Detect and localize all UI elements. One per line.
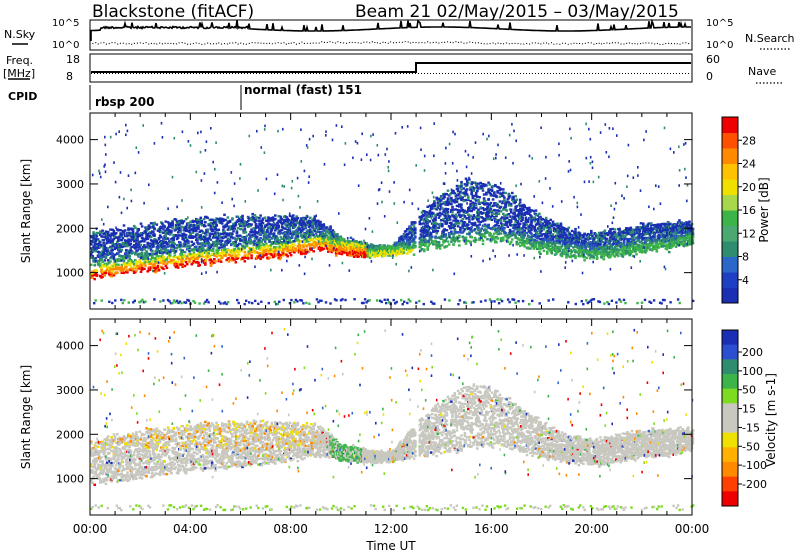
nsky-panel-frame bbox=[89, 19, 693, 51]
velocity-colorbar-segment-5 bbox=[722, 403, 738, 419]
nsky-label: N.Sky bbox=[4, 28, 36, 41]
freq-tick-low: 8 bbox=[66, 70, 73, 83]
power-colorbar-segment-6 bbox=[722, 194, 738, 211]
xtick-label-1: 04:00 bbox=[173, 522, 208, 536]
xtick-label-3: 12:00 bbox=[374, 522, 409, 536]
velocity-colorbar-segment-8 bbox=[722, 447, 738, 463]
power-colorbar-label-1: 8 bbox=[742, 251, 749, 264]
nsky-tick-low: 10^0 bbox=[52, 40, 79, 51]
velocity-colorbar-segment-11 bbox=[722, 491, 738, 507]
velocity-colorbar-segment-10 bbox=[722, 476, 738, 492]
velocity-colorbar-label-6: -100 bbox=[742, 459, 767, 472]
power-colorbar-label-2: 12 bbox=[742, 227, 756, 240]
velocity-colorbar-label-3: 15 bbox=[742, 403, 756, 416]
subtitle: Beam 21 02/May/2015 – 03/May/2015 bbox=[355, 2, 679, 22]
power-ytick-label-0: 1000 bbox=[56, 267, 84, 280]
power-colorbar-label-3: 16 bbox=[742, 204, 756, 217]
velocity-colorbar-segment-9 bbox=[722, 462, 738, 478]
nsearch-series-line bbox=[89, 40, 691, 46]
velocity-colorbar-label-4: -15 bbox=[742, 421, 760, 434]
freq-panel-frame bbox=[89, 53, 693, 83]
power-ytick-label-1: 2000 bbox=[56, 222, 84, 235]
power-colorbar-segment-9 bbox=[722, 148, 738, 164]
power-colorbar-label-6: 28 bbox=[742, 134, 756, 147]
nave-label: Nave bbox=[748, 65, 776, 78]
velocity-colorbar-segment-3 bbox=[722, 374, 738, 390]
velocity-colorbar-label-1: 100 bbox=[742, 365, 763, 378]
xtick-label-0: 00:00 bbox=[73, 522, 108, 536]
power-panel-frame bbox=[89, 112, 693, 310]
nsearch-tick-high: 10^5 bbox=[706, 18, 733, 29]
power-colorbar-segment-5 bbox=[722, 210, 738, 226]
power-ytick-label-3: 4000 bbox=[56, 134, 84, 147]
power-colorbar-segment-0 bbox=[722, 287, 738, 304]
velocity-colorbar-label-5: -50 bbox=[742, 440, 760, 453]
freq-series-line bbox=[91, 62, 691, 73]
power-colorbar-segment-10 bbox=[722, 132, 738, 149]
xaxis-label: Time UT bbox=[365, 539, 416, 553]
freq-unit-label: [MHz] bbox=[3, 67, 35, 80]
vel-ytick-label-1: 2000 bbox=[56, 428, 84, 441]
velocity-colorbar-segment-7 bbox=[722, 432, 738, 448]
nave-tick-low: 0 bbox=[706, 70, 713, 83]
velocity-colorbar-segment-0 bbox=[722, 330, 738, 346]
power-colorbar-label-0: 4 bbox=[742, 274, 749, 287]
cpid-label-1: rbsp 200 bbox=[95, 95, 154, 109]
power-ylabel: Slant Range [km] bbox=[19, 159, 33, 263]
power-colorbar-segment-4 bbox=[722, 225, 738, 242]
power-colorbar-segment-2 bbox=[722, 256, 738, 273]
power-colorbar-segment-7 bbox=[722, 179, 738, 195]
velocity-colorbar-segment-1 bbox=[722, 344, 738, 360]
nsearch-tick-low: 10^0 bbox=[706, 40, 733, 51]
xtick-label-2: 08:00 bbox=[273, 522, 308, 536]
xtick-label-4: 16:00 bbox=[474, 522, 509, 536]
velocity-colorbar-label-7: -200 bbox=[742, 478, 767, 491]
vel-panel-frame bbox=[89, 318, 693, 516]
power-colorbar-label-5: 24 bbox=[742, 158, 756, 171]
velocity-colorbar-label-0: 200 bbox=[742, 346, 763, 359]
velocity-colorbar-frame bbox=[721, 329, 739, 507]
cpid-label: CPID bbox=[8, 90, 37, 103]
power-colorbar-segment-3 bbox=[722, 241, 738, 257]
power-ytick-label-2: 3000 bbox=[56, 178, 84, 191]
power-colorbar-segment-1 bbox=[722, 272, 738, 288]
power-colorbar-segment-8 bbox=[722, 163, 738, 180]
freq-label: Freq. bbox=[6, 54, 33, 67]
velocity-colorbar-title: Velocity [m s-1] bbox=[764, 373, 778, 467]
vel-ytick-label-3: 4000 bbox=[56, 340, 84, 353]
nave-tick-high: 60 bbox=[706, 53, 720, 66]
title: Blackstone (fitACF) bbox=[92, 2, 254, 22]
freq-tick-high: 18 bbox=[66, 53, 80, 66]
velocity-colorbar-segment-4 bbox=[722, 388, 738, 404]
xtick-label-5: 20:00 bbox=[574, 522, 609, 536]
xtick-label-6: 00:00 bbox=[675, 522, 710, 536]
vel-ytick-label-2: 3000 bbox=[56, 384, 84, 397]
nsky-series-line bbox=[90, 18, 691, 41]
power-colorbar-title: Power [dB] bbox=[757, 177, 771, 242]
nsearch-label: N.Search bbox=[745, 32, 795, 45]
velocity-colorbar-segment-6 bbox=[722, 418, 738, 434]
nsky-tick-high: 10^5 bbox=[52, 18, 79, 29]
power-scatter-group bbox=[90, 122, 695, 306]
velocity-colorbar-segment-2 bbox=[722, 359, 738, 375]
vel-scatter-group bbox=[90, 328, 695, 512]
cpid-label-2: normal (fast) 151 bbox=[244, 83, 362, 97]
vel-ylabel: Slant Range [km] bbox=[19, 365, 33, 469]
power-colorbar-segment-11 bbox=[722, 117, 738, 133]
vel-ytick-label-0: 1000 bbox=[56, 473, 84, 486]
power-colorbar-label-4: 20 bbox=[742, 181, 756, 194]
velocity-colorbar-label-2: 50 bbox=[742, 384, 756, 397]
